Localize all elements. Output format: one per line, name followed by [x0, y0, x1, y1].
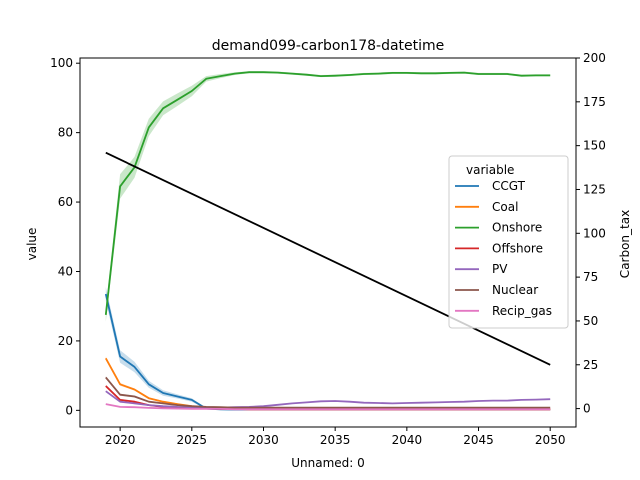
x-tick-label: 2025 [177, 433, 208, 447]
y-tick-label: 0 [65, 403, 73, 417]
y-tick-label: 100 [50, 56, 73, 70]
series-line-recip_gas [105, 403, 551, 411]
y-axis-label: value [25, 228, 39, 261]
y-tick-label: 80 [58, 126, 73, 140]
x-tick-label: 2030 [248, 433, 279, 447]
y2-tick-label: 200 [583, 51, 606, 65]
legend-title: variable [466, 163, 514, 177]
y2-tick-label: 50 [583, 314, 598, 328]
plot-area [104, 71, 551, 411]
y2-tick-label: 100 [583, 226, 606, 240]
y-tick-label: 60 [58, 195, 73, 209]
x-tick-label: 2050 [535, 433, 566, 447]
legend-label-offshore: Offshore [492, 241, 543, 255]
series-line-nuclear [105, 376, 551, 409]
x-axis-label: Unnamed: 0 [291, 456, 365, 470]
carbon-tax-line [105, 151, 551, 366]
y-tick-label: 40 [58, 264, 73, 278]
y2-tick-label: 175 [583, 95, 606, 109]
y2-tick-label: 0 [583, 402, 591, 416]
legend-box [448, 155, 569, 329]
y2-axis-label: Carbon_tax [618, 210, 632, 278]
legend-label-recip_gas: Recip_gas [492, 304, 552, 318]
chart-title: demand099-carbon178-datetime [212, 38, 445, 54]
series-line-pv [105, 390, 551, 409]
axes: 2020 2025 2030 2035 2040 2045 2050020406080100… [50, 51, 606, 447]
legend-label-onshore: Onshore [492, 221, 542, 235]
y2-tick-label: 125 [583, 182, 606, 196]
legend-label-ccgt: CCGT [492, 179, 526, 193]
legend: variable CCGT Coal Onshore Offshore PV Nuclea… [448, 155, 569, 329]
legend-label-coal: Coal [492, 200, 518, 214]
y2-tick-label: 25 [583, 358, 598, 372]
y2-tick-label: 150 [583, 139, 606, 153]
x-tick-label: 2045 [463, 433, 494, 447]
y2-tick-label: 75 [583, 270, 598, 284]
legend-label-nuclear: Nuclear [492, 283, 538, 297]
x-tick-label: 2035 [320, 433, 351, 447]
legend-label-pv: PV [492, 262, 508, 276]
x-tick-label: 2020 [105, 433, 136, 447]
axes-frame [79, 57, 577, 428]
x-tick-label: 2040 [392, 433, 423, 447]
series-line-onshore [104, 71, 551, 315]
y-tick-label: 20 [58, 334, 73, 348]
